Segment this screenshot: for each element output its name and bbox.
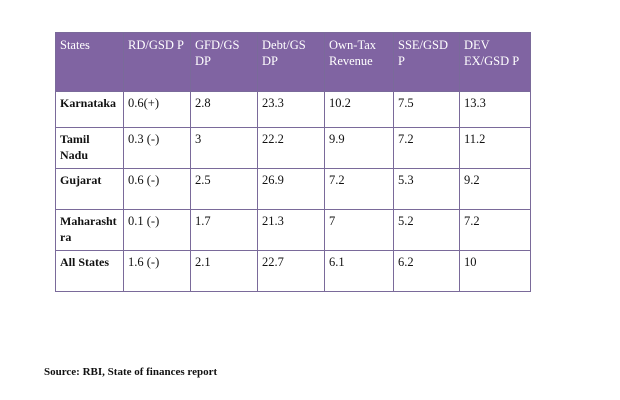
sse-cell: 5.3 [393, 168, 460, 210]
rd-cell: 0.3 (-) [123, 127, 191, 169]
rd-cell: 1.6 (-) [123, 250, 191, 292]
debt-cell: 21.3 [257, 209, 325, 251]
header-gfd-gsdp: GFD/GS DP [190, 32, 258, 92]
rd-cell: 0.1 (-) [123, 209, 191, 251]
sse-cell: 5.2 [393, 209, 460, 251]
own-tax-cell: 7.2 [324, 168, 394, 210]
state-cell: Tamil Nadu [55, 127, 124, 169]
state-cell: All States [55, 250, 124, 292]
rd-cell: 0.6 (-) [123, 168, 191, 210]
table-row: Gujarat 0.6 (-) 2.5 26.9 7.2 5.3 9.2 [55, 168, 531, 210]
header-devex-gsdp: DEV EX/GSD P [459, 32, 531, 92]
state-cell: Karnataka [55, 91, 124, 128]
table-header-row: States RD/GSD P GFD/GS DP Debt/GS DP Own… [55, 32, 531, 92]
table-row: Tamil Nadu 0.3 (-) 3 22.2 9.9 7.2 11.2 [55, 127, 531, 169]
own-tax-cell: 10.2 [324, 91, 394, 128]
sse-cell: 6.2 [393, 250, 460, 292]
gfd-cell: 1.7 [190, 209, 258, 251]
state-cell: Maharasht ra [55, 209, 124, 251]
debt-cell: 22.2 [257, 127, 325, 169]
own-tax-cell: 6.1 [324, 250, 394, 292]
table-row: All States 1.6 (-) 2.1 22.7 6.1 6.2 10 [55, 250, 531, 292]
source-note: Source: RBI, State of finances report [44, 366, 218, 378]
own-tax-cell: 9.9 [324, 127, 394, 169]
state-finances-table: States RD/GSD P GFD/GS DP Debt/GS DP Own… [55, 32, 531, 292]
debt-cell: 23.3 [257, 91, 325, 128]
devex-cell: 9.2 [459, 168, 531, 210]
gfd-cell: 2.8 [190, 91, 258, 128]
header-states: States [55, 32, 124, 92]
devex-cell: 13.3 [459, 91, 531, 128]
gfd-cell: 2.1 [190, 250, 258, 292]
state-cell: Gujarat [55, 168, 124, 210]
header-debt-gsdp: Debt/GS DP [257, 32, 325, 92]
devex-cell: 11.2 [459, 127, 531, 169]
debt-cell: 26.9 [257, 168, 325, 210]
table-row: Karnataka 0.6(+) 2.8 23.3 10.2 7.5 13.3 [55, 91, 531, 128]
header-sse-gsdp: SSE/GSD P [393, 32, 460, 92]
header-own-tax-revenue: Own-Tax Revenue [324, 32, 394, 92]
own-tax-cell: 7 [324, 209, 394, 251]
devex-cell: 10 [459, 250, 531, 292]
devex-cell: 7.2 [459, 209, 531, 251]
sse-cell: 7.2 [393, 127, 460, 169]
sse-cell: 7.5 [393, 91, 460, 128]
gfd-cell: 2.5 [190, 168, 258, 210]
gfd-cell: 3 [190, 127, 258, 169]
rd-cell: 0.6(+) [123, 91, 191, 128]
debt-cell: 22.7 [257, 250, 325, 292]
table-row: Maharasht ra 0.1 (-) 1.7 21.3 7 5.2 7.2 [55, 209, 531, 251]
header-rd-gsdp: RD/GSD P [123, 32, 191, 92]
